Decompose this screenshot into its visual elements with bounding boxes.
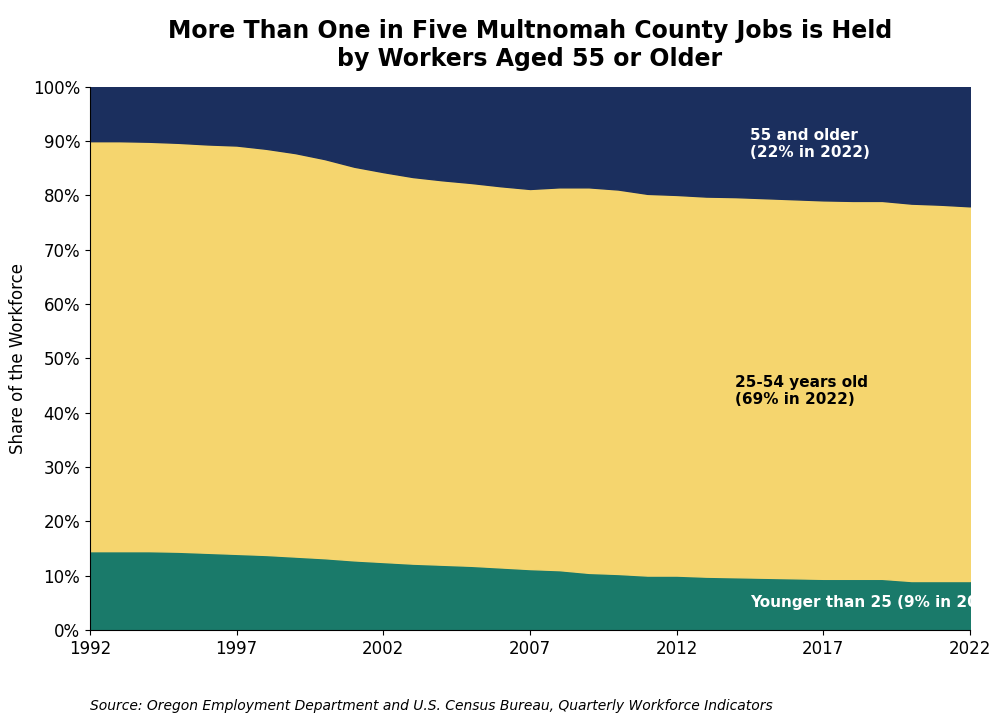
- Text: Younger than 25 (9% in 2022): Younger than 25 (9% in 2022): [750, 595, 1000, 610]
- Text: 55 and older
(22% in 2022): 55 and older (22% in 2022): [750, 127, 870, 160]
- Title: More Than One in Five Multnomah County Jobs is Held
by Workers Aged 55 or Older: More Than One in Five Multnomah County J…: [168, 20, 892, 71]
- Text: 25-54 years old
(69% in 2022): 25-54 years old (69% in 2022): [735, 375, 868, 407]
- Text: Source: Oregon Employment Department and U.S. Census Bureau, Quarterly Workforce: Source: Oregon Employment Department and…: [90, 699, 773, 712]
- Y-axis label: Share of the Workforce: Share of the Workforce: [9, 263, 27, 454]
